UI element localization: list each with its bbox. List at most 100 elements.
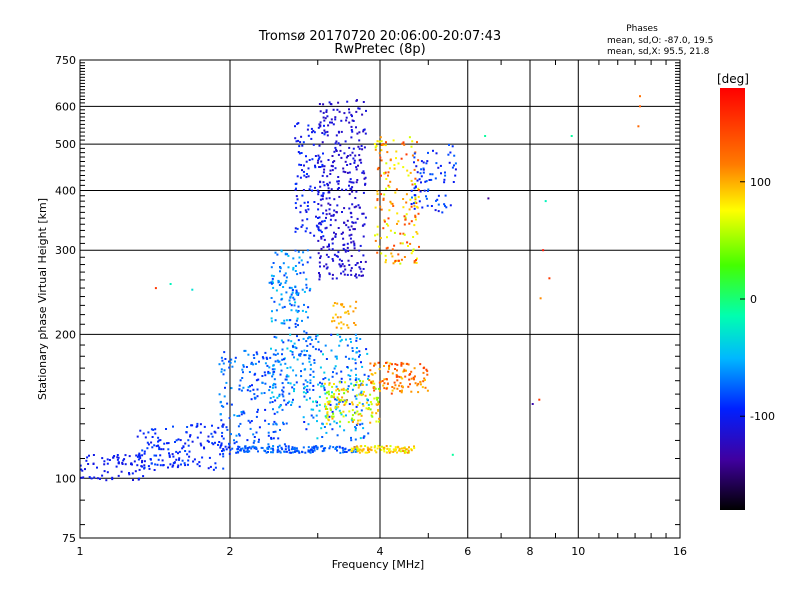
data-point bbox=[223, 351, 226, 354]
data-point bbox=[364, 176, 367, 179]
data-point bbox=[333, 396, 336, 399]
data-point bbox=[353, 446, 356, 449]
data-point bbox=[258, 360, 260, 363]
data-point bbox=[414, 151, 417, 154]
data-point bbox=[335, 399, 338, 402]
data-point bbox=[351, 186, 354, 189]
data-point bbox=[414, 214, 417, 217]
data-point bbox=[326, 115, 329, 118]
data-point bbox=[320, 223, 323, 226]
data-point bbox=[378, 245, 381, 248]
data-point bbox=[250, 361, 253, 364]
data-point bbox=[137, 454, 140, 457]
data-point bbox=[328, 248, 331, 251]
data-point bbox=[336, 108, 339, 111]
data-point bbox=[382, 143, 385, 145]
data-point bbox=[320, 194, 323, 197]
data-point bbox=[325, 226, 328, 229]
data-point bbox=[444, 194, 447, 197]
data-point bbox=[351, 357, 354, 360]
data-point bbox=[214, 466, 217, 469]
data-point bbox=[354, 412, 357, 415]
data-point bbox=[397, 253, 400, 256]
data-point bbox=[395, 188, 398, 191]
data-point bbox=[387, 217, 390, 220]
data-point bbox=[346, 155, 349, 157]
data-point bbox=[277, 448, 280, 451]
data-point bbox=[151, 446, 154, 449]
data-point bbox=[394, 259, 397, 262]
data-point bbox=[191, 440, 194, 443]
data-point bbox=[399, 232, 402, 235]
data-point bbox=[324, 408, 327, 410]
data-point bbox=[348, 184, 350, 187]
data-point bbox=[424, 180, 427, 183]
data-point bbox=[391, 255, 394, 258]
data-point bbox=[397, 259, 400, 262]
data-point bbox=[341, 188, 344, 191]
data-point bbox=[313, 449, 316, 452]
data-point bbox=[277, 360, 280, 363]
data-point bbox=[343, 243, 346, 246]
data-point bbox=[284, 253, 287, 256]
data-point bbox=[321, 450, 324, 453]
data-point bbox=[222, 437, 225, 440]
data-point bbox=[293, 388, 296, 390]
data-point bbox=[258, 438, 260, 441]
data-point bbox=[316, 161, 319, 164]
data-point bbox=[293, 356, 295, 359]
data-point bbox=[343, 399, 346, 402]
data-point bbox=[225, 426, 228, 429]
data-point bbox=[144, 436, 147, 439]
data-point bbox=[332, 412, 335, 415]
data-point bbox=[241, 377, 244, 379]
data-point bbox=[328, 383, 331, 386]
data-point bbox=[340, 232, 343, 235]
data-point bbox=[348, 111, 351, 114]
data-point bbox=[353, 418, 356, 421]
data-point bbox=[116, 456, 119, 459]
data-point bbox=[376, 396, 379, 399]
data-point bbox=[168, 455, 171, 458]
data-point bbox=[196, 436, 199, 439]
data-point bbox=[179, 439, 182, 442]
data-point bbox=[376, 190, 379, 193]
data-point bbox=[282, 286, 285, 288]
data-point bbox=[336, 302, 339, 305]
data-point bbox=[141, 461, 143, 464]
data-point bbox=[390, 202, 393, 205]
data-point bbox=[233, 414, 236, 417]
data-point bbox=[302, 141, 305, 144]
data-point bbox=[354, 429, 357, 432]
data-point bbox=[331, 417, 334, 420]
data-point bbox=[340, 156, 343, 159]
data-point bbox=[296, 175, 299, 178]
data-point bbox=[331, 277, 334, 280]
data-point bbox=[357, 386, 360, 389]
data-point bbox=[253, 447, 256, 450]
data-point bbox=[312, 129, 315, 132]
data-point bbox=[261, 381, 264, 384]
data-point bbox=[294, 270, 297, 272]
data-point bbox=[300, 259, 303, 262]
data-point bbox=[350, 340, 352, 343]
data-point bbox=[128, 473, 131, 476]
data-point bbox=[272, 262, 275, 264]
data-point bbox=[360, 409, 363, 412]
data-point bbox=[350, 125, 353, 128]
data-point bbox=[313, 234, 316, 237]
data-point bbox=[247, 353, 250, 356]
data-point bbox=[203, 425, 206, 428]
data-point bbox=[336, 188, 339, 191]
data-point bbox=[328, 401, 331, 404]
data-point bbox=[117, 461, 120, 464]
data-point bbox=[141, 459, 144, 462]
data-point bbox=[303, 395, 306, 398]
data-point bbox=[267, 372, 270, 375]
data-point bbox=[345, 224, 348, 227]
data-point bbox=[371, 373, 374, 376]
data-point bbox=[133, 460, 136, 463]
data-point bbox=[422, 380, 425, 383]
data-point bbox=[302, 416, 305, 419]
data-point bbox=[335, 389, 338, 392]
